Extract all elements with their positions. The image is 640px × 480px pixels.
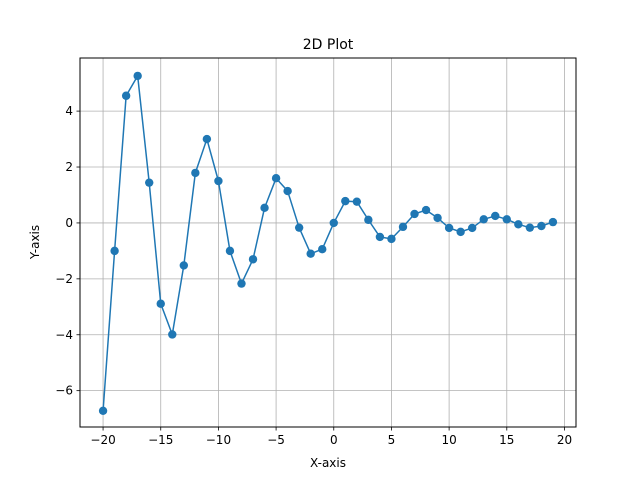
data-point — [318, 245, 327, 254]
data-point — [364, 215, 373, 225]
data-point — [491, 211, 500, 221]
data-point — [98, 406, 108, 415]
data-point — [329, 218, 338, 228]
data-point — [248, 255, 258, 264]
x-tick-label: 10 — [441, 433, 456, 447]
data-point — [502, 215, 511, 224]
data-point — [410, 209, 419, 219]
x-tick-label: 0 — [330, 433, 338, 447]
data-point — [306, 249, 315, 258]
data-point — [387, 234, 396, 244]
x-tick-label: −5 — [267, 433, 285, 447]
y-tick-label: −6 — [55, 384, 73, 398]
x-tick-label: 5 — [388, 433, 396, 447]
data-point — [456, 227, 465, 237]
data-point — [156, 299, 165, 308]
x-tick-label: 20 — [557, 433, 572, 447]
data-point — [271, 174, 281, 183]
x-tick-label: −15 — [148, 433, 173, 447]
data-point — [283, 186, 292, 196]
series-line — [102, 75, 554, 411]
x-tick-label: 15 — [499, 433, 514, 447]
data-point — [433, 213, 442, 223]
series-layer — [98, 71, 558, 415]
data-point — [237, 279, 246, 288]
data-point — [110, 246, 119, 256]
data-point — [133, 71, 142, 81]
data-point — [202, 134, 212, 144]
data-point — [479, 215, 488, 224]
y-tick-label: 2 — [65, 160, 73, 174]
data-point — [214, 176, 223, 186]
data-point — [341, 196, 350, 206]
y-tick-label: −2 — [55, 272, 73, 286]
data-point — [467, 223, 477, 233]
data-point — [225, 246, 235, 256]
data-point — [145, 178, 154, 187]
data-point — [375, 232, 385, 242]
y-tick-label: 4 — [65, 104, 73, 118]
data-point — [398, 222, 408, 232]
data-point — [260, 203, 269, 213]
data-point — [179, 261, 189, 270]
plot-frame — [79, 57, 577, 428]
data-point — [191, 168, 200, 178]
x-tick-label: −20 — [90, 433, 115, 447]
data-point — [537, 221, 546, 231]
data-point — [352, 197, 362, 206]
x-tick-label: −10 — [206, 433, 231, 447]
y-tick-label: 0 — [65, 216, 73, 230]
data-point — [421, 205, 431, 215]
data-point — [514, 220, 523, 229]
data-point — [548, 217, 558, 227]
chart-title: 2D Plot — [303, 37, 354, 53]
data-point — [444, 223, 454, 233]
data-point — [525, 223, 535, 232]
data-point — [168, 330, 177, 339]
y-axis-label: Y-axis — [28, 225, 42, 260]
x-axis-label: X-axis — [310, 456, 346, 470]
y-tick-label: −4 — [55, 328, 73, 342]
data-point — [294, 223, 304, 232]
data-point — [121, 91, 131, 100]
